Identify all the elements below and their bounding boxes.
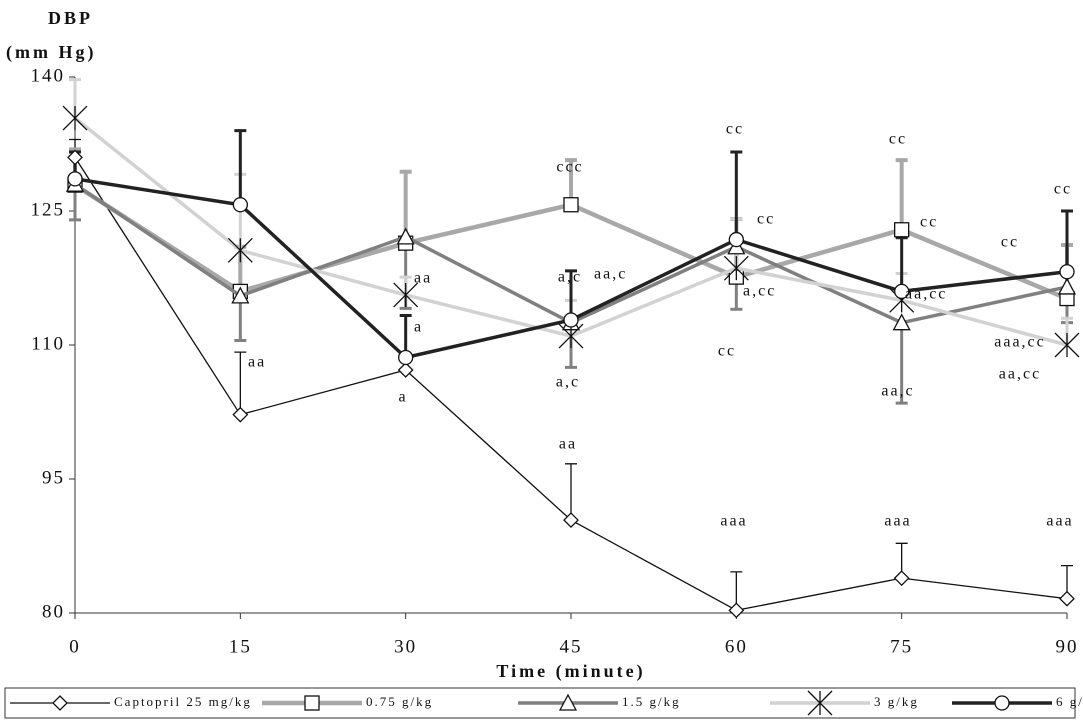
marker [893,570,910,587]
x-axis-label: Time (minute) [496,661,645,682]
annotation: cc [757,211,775,228]
legend-label: 3 g/kg [874,694,919,709]
annotation: a,cc [743,283,776,300]
marker [558,323,584,349]
annotation: aa [414,270,432,287]
annotation: ccc [556,159,583,176]
annotation: cc [889,131,907,148]
annotation: cc [718,343,736,360]
marker [397,362,414,378]
annotation: a [414,319,423,336]
annotation: a,c [558,269,582,286]
error-bar [730,150,743,240]
marker [807,690,833,716]
marker [728,231,744,248]
annotation: aaa [720,513,747,530]
annotation: aa [559,436,577,453]
marker [1054,332,1080,358]
legend-box [4,687,1076,719]
marker [52,695,68,711]
y-tick-label: 95 [42,467,65,488]
error-bar [895,236,908,292]
annotation: cc [920,214,938,231]
error-bar [895,322,908,405]
marker [232,197,248,213]
legend-label: 6 g/kg [1056,694,1083,709]
marker [563,512,579,529]
y-axis-unit: (mm Hg) [6,42,96,63]
marker [558,693,578,711]
marker [994,695,1010,711]
marker [231,286,250,304]
marker [227,237,253,263]
marker [723,255,749,281]
marker [1057,277,1077,295]
x-tick-label: 30 [394,636,417,657]
annotation: aa [248,354,266,371]
y-tick-label: 110 [31,333,65,354]
error-bar [565,269,577,320]
annotation: aa,cc [905,286,947,303]
marker [67,149,83,166]
annotation: cc [1001,234,1019,251]
marker [892,313,911,331]
marker [1059,590,1075,607]
marker [67,171,83,187]
marker [563,312,579,328]
marker [1059,264,1075,280]
error-bar [895,158,908,230]
error-bar [565,463,577,521]
marker [563,197,579,213]
x-tick-label: 60 [725,636,748,657]
x-tick-label: 15 [229,636,252,657]
legend-label: Captopril 25 mg/kg [114,694,252,709]
x-tick-label: 45 [560,636,583,657]
x-tick-label: 90 [1056,636,1079,657]
marker [393,282,419,308]
annotation: aaa [1046,513,1073,530]
annotation: cc [726,121,744,138]
annotation: aa,c [881,383,914,400]
annotation: a [398,389,407,406]
marker [62,105,88,131]
annotation: aa,cc [999,366,1041,383]
annotation: aaa,cc [994,334,1046,351]
x-tick-label: 0 [69,636,81,657]
marker [232,406,249,423]
error-bar [234,351,247,415]
marker [894,283,910,300]
y-tick-label: 140 [31,65,66,86]
legend-label: 0.75 g/kg [366,694,433,709]
annotation: aaa [884,513,911,530]
annotation: a,c [556,374,580,391]
marker [304,695,320,711]
y-tick-label: 125 [31,199,66,220]
y-axis-label: DBP [48,8,93,28]
legend-label: 1.5 g/kg [622,694,681,709]
marker [728,602,745,619]
marker [398,349,414,366]
annotation: aa,c [594,266,627,283]
marker [894,222,910,238]
y-tick-label: 80 [42,601,65,622]
marker [396,227,415,245]
error-bar [234,129,247,205]
error-bar [1061,209,1073,272]
annotation: cc [1054,181,1072,198]
x-tick-label: 75 [890,636,913,657]
